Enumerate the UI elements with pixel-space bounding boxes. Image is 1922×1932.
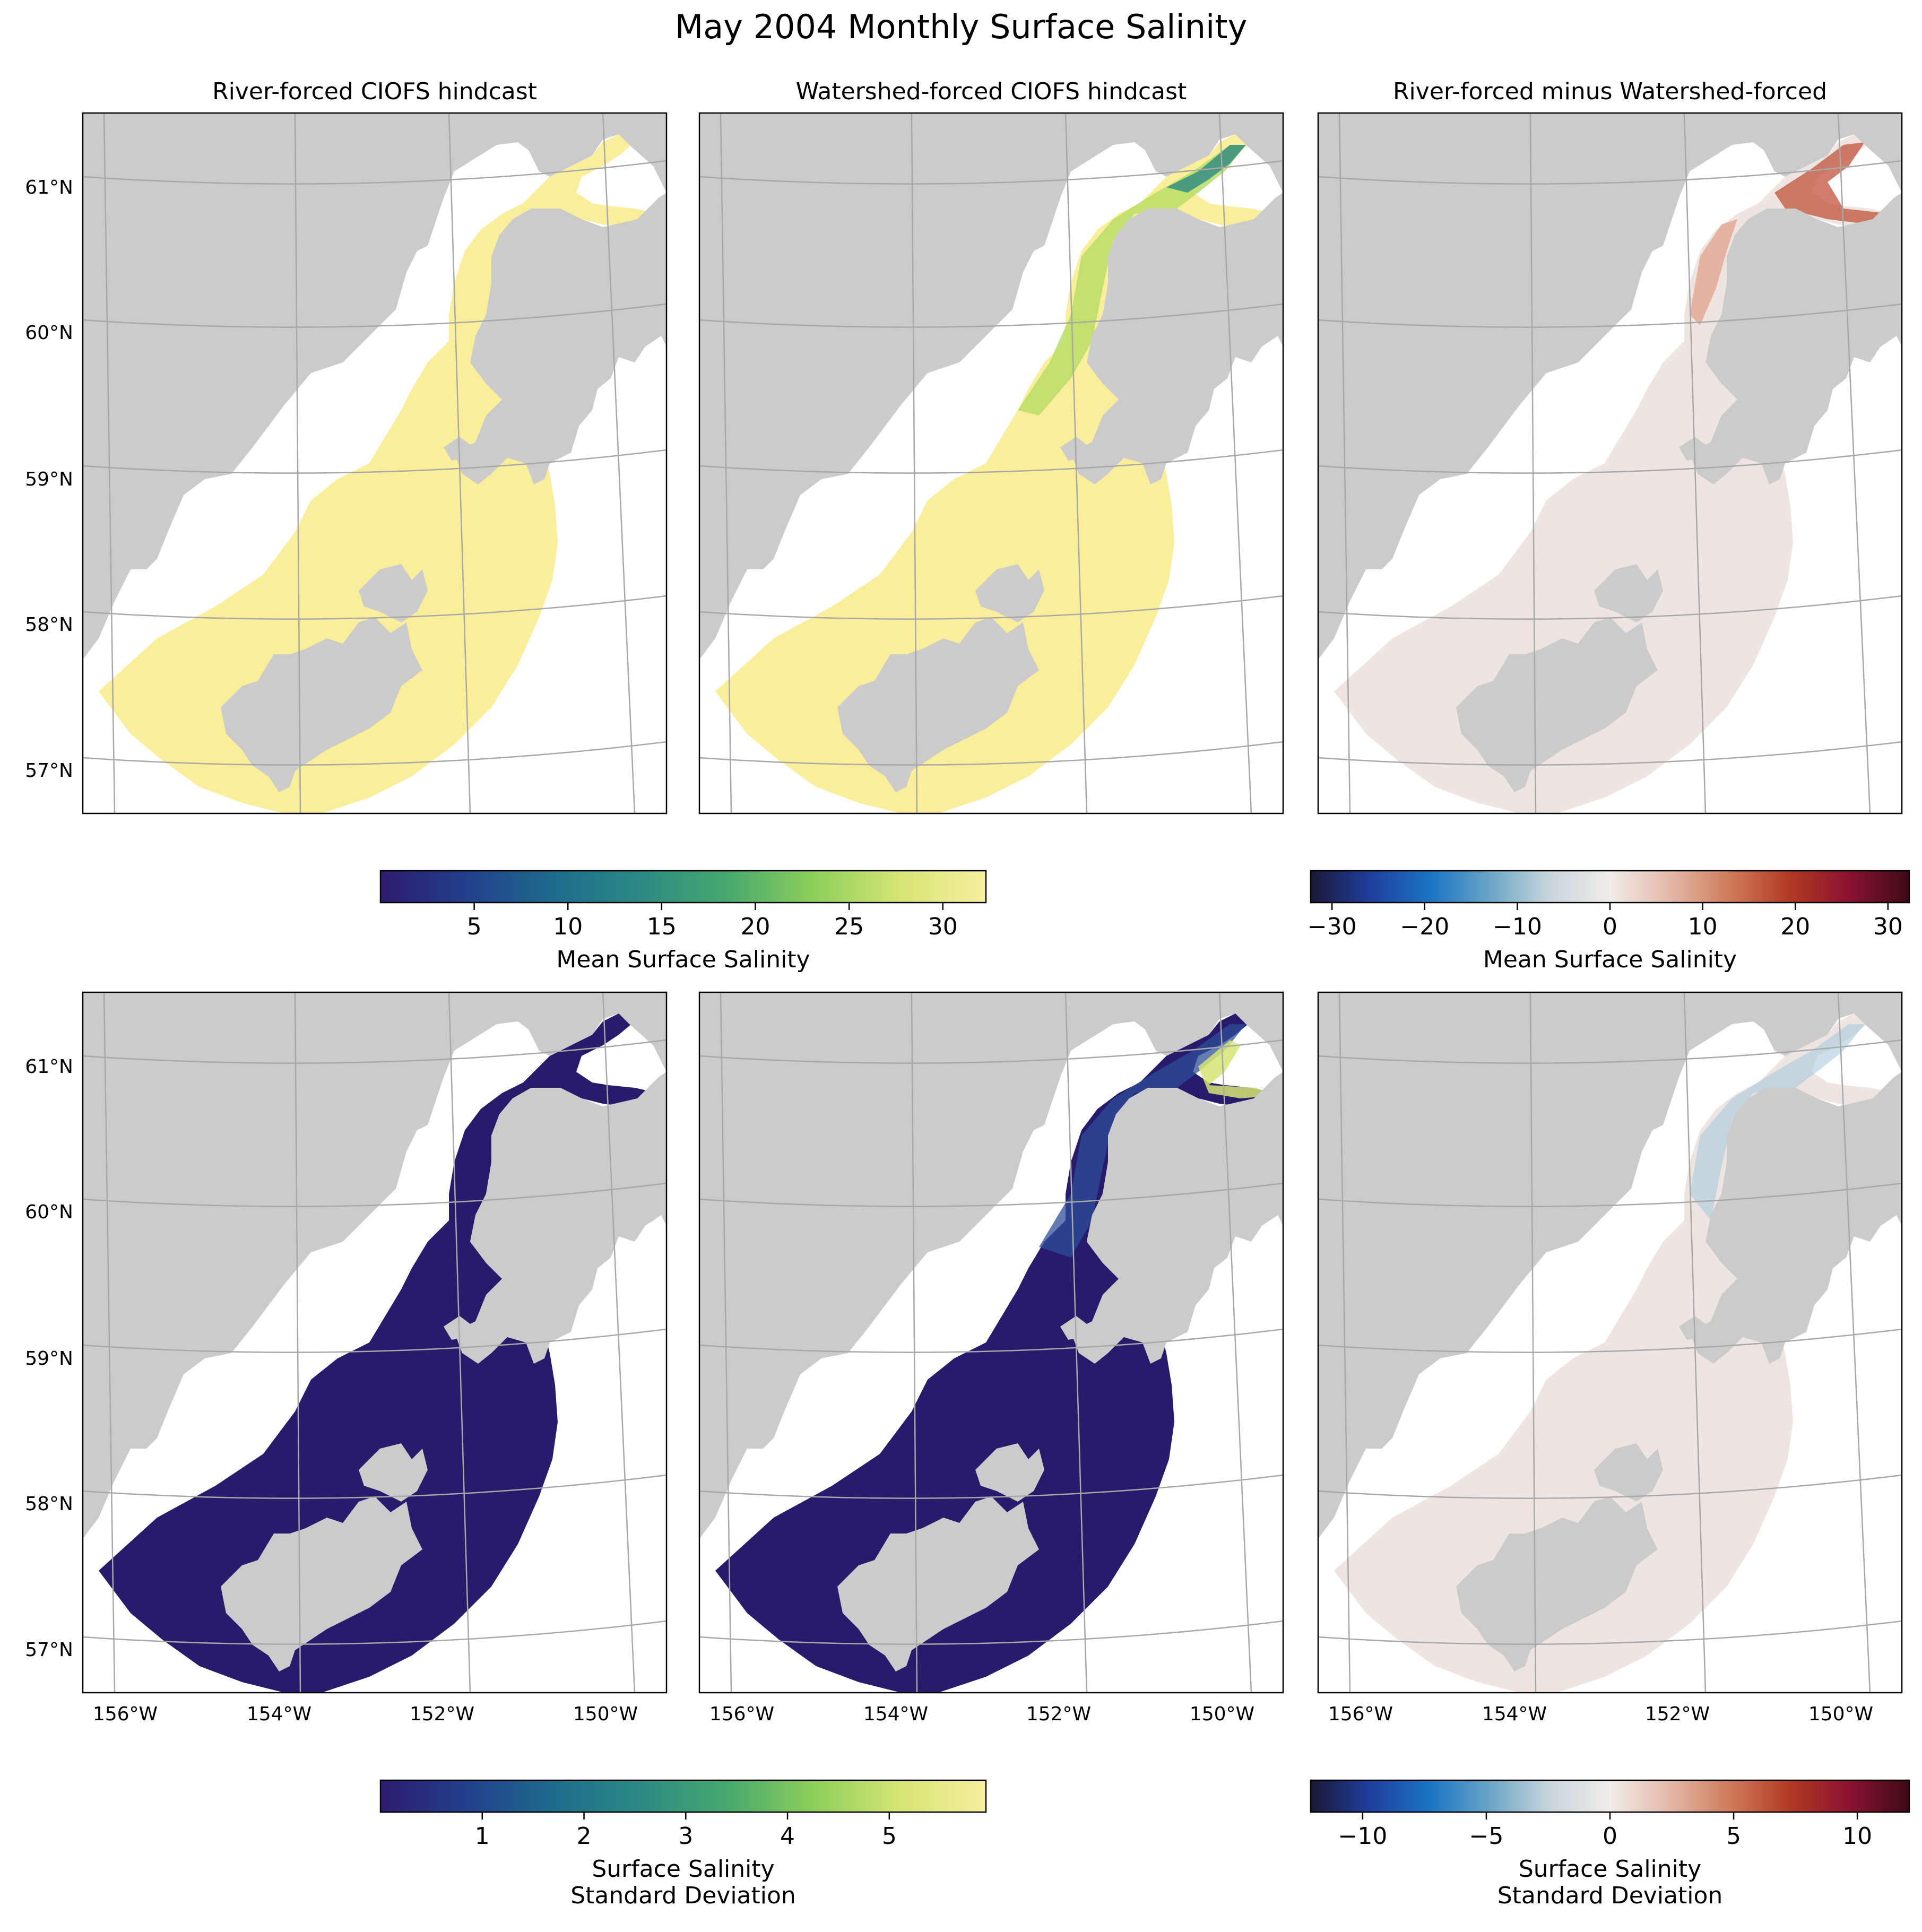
axes-frame <box>82 991 668 1694</box>
lon-tick-label: 150°W <box>573 1703 638 1725</box>
figure-title: May 2004 Monthly Surface Salinity <box>675 7 1248 46</box>
colorbar-gradient <box>1310 870 1910 904</box>
colorbar-label: Standard Deviation <box>570 1882 796 1909</box>
axes-frame <box>698 112 1284 815</box>
colorbar-tick-label: 1 <box>475 1823 490 1850</box>
colorbar-tick-label: 20 <box>741 913 770 940</box>
panel-title: River-forced CIOFS hindcast <box>212 78 537 105</box>
panel-title: Watershed-forced CIOFS hindcast <box>796 78 1187 105</box>
map-panel-p2: Watershed-forced CIOFS hindcast <box>698 78 1284 815</box>
lat-tick-label: 60°N <box>25 322 73 344</box>
axes-frame <box>1317 112 1903 815</box>
colorbar-top-right: −30 −20 −10 0 10 20 30 Mean Surface Salinity <box>1308 870 1910 973</box>
colorbar-label: Mean Surface Salinity <box>1483 946 1737 973</box>
lat-tick-label: 57°N <box>25 1639 73 1661</box>
colorbar-tick-label: −20 <box>1400 913 1449 940</box>
lat-tick-label: 58°N <box>25 1493 73 1515</box>
lat-tick-label: 61°N <box>25 177 73 198</box>
colorbar-tick-label: 5 <box>467 913 482 940</box>
axes-frame <box>698 991 1284 1694</box>
lon-tick-label: 152°W <box>1026 1703 1091 1725</box>
lat-tick-label: 59°N <box>25 469 73 490</box>
colorbar-tick-label: 0 <box>1603 913 1617 940</box>
lon-tick-label: 152°W <box>1645 1703 1710 1725</box>
colorbar-label: Surface Salinity <box>1519 1856 1701 1883</box>
lon-tick-label: 156°W <box>709 1703 774 1725</box>
colorbar-gradient <box>379 870 987 904</box>
lon-tick-label: 156°W <box>93 1703 158 1725</box>
lat-tick-label: 57°N <box>25 760 73 782</box>
colorbar-tick-label: −30 <box>1308 913 1357 940</box>
lat-tick-label: 61°N <box>25 1056 73 1078</box>
lon-tick-label: 150°W <box>1808 1703 1873 1725</box>
colorbar-tick-label: 3 <box>678 1823 693 1850</box>
colorbar-label: Surface Salinity <box>592 1856 774 1883</box>
axes-frame <box>82 112 668 815</box>
colorbar-tick-label: 10 <box>553 913 583 940</box>
colorbar-label: Mean Surface Salinity <box>556 946 810 973</box>
colorbar-tick-label: −10 <box>1493 913 1542 940</box>
colorbar-tick-label: 30 <box>1873 913 1903 940</box>
map-panel-p5: 156°W 154°W 152°W 150°W <box>698 991 1284 1725</box>
colorbar-tick-label: 25 <box>834 913 864 940</box>
graticule <box>699 992 1283 1693</box>
colorbar-tick-label: 10 <box>1688 913 1718 940</box>
colorbar-tick-label: 20 <box>1780 913 1810 940</box>
colorbar-gradient <box>379 1779 987 1813</box>
colorbar-label: Standard Deviation <box>1497 1882 1723 1909</box>
axes-frame <box>1317 991 1903 1694</box>
colorbar-tick-label: 5 <box>1726 1823 1741 1850</box>
map-panel-p6: 156°W 154°W 152°W 150°W <box>1317 991 1903 1725</box>
graticule <box>1318 113 1902 813</box>
graticule <box>699 113 1283 813</box>
colorbar-tick-label: 0 <box>1603 1823 1617 1850</box>
map-panel-p3: River-forced minus Watershed-forced <box>1317 78 1903 815</box>
graticule <box>83 992 666 1693</box>
lon-tick-label: 152°W <box>410 1703 474 1725</box>
lon-tick-label: 156°W <box>1328 1703 1393 1725</box>
lat-tick-label: 60°N <box>25 1201 73 1223</box>
map-panel-p4: 61°N 60°N 59°N 58°N 57°N 156°W 154°W 152°W 150°W <box>25 991 668 1725</box>
lon-tick-label: 154°W <box>1482 1703 1547 1725</box>
lat-tick-label: 58°N <box>25 614 73 636</box>
lon-tick-label: 154°W <box>247 1703 311 1725</box>
colorbar-top-left: 5 10 15 20 25 30 Mean Surface Salinity <box>379 870 987 973</box>
colorbar-tick-label: −5 <box>1469 1823 1504 1850</box>
colorbar-tick-label: −10 <box>1338 1823 1387 1850</box>
lon-tick-label: 150°W <box>1190 1703 1254 1725</box>
colorbar-tick-label: 2 <box>577 1823 592 1850</box>
colorbar-gradient <box>1310 1779 1910 1813</box>
lon-tick-label: 154°W <box>863 1703 928 1725</box>
panel-title: River-forced minus Watershed-forced <box>1393 78 1827 105</box>
colorbar-tick-label: 10 <box>1842 1823 1872 1850</box>
graticule <box>1318 992 1902 1693</box>
colorbar-tick-label: 5 <box>882 1823 897 1850</box>
lat-tick-label: 59°N <box>25 1348 73 1370</box>
colorbar-tick-label: 30 <box>928 913 958 940</box>
colorbar-tick-label: 15 <box>647 913 677 940</box>
colorbar-tick-label: 4 <box>780 1823 795 1850</box>
graticule <box>83 113 666 813</box>
map-panel-p1: River-forced CIOFS hindcast 61°N 60°N 59°N 5… <box>25 78 668 815</box>
